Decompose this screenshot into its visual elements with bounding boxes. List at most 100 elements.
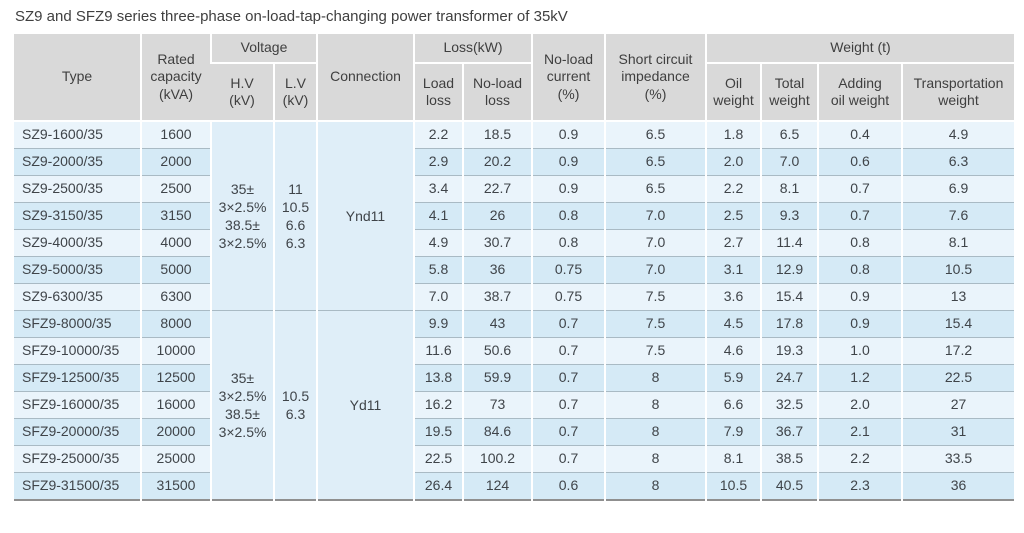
cell-rated-capacity: 1600: [140, 121, 211, 149]
cell-adding-oil-weight: 0.4: [817, 121, 902, 149]
cell-transportation-weight: 36: [901, 472, 1014, 501]
table-body: SZ9-1600/35 1600 35± 3×2.5% 38.5± 3×2.5% 11…: [14, 121, 1014, 501]
cell-oil-weight: 7.9: [705, 418, 761, 446]
cell-type: SFZ9-16000/35: [14, 391, 141, 419]
cell-short-circuit-impedance: 6.5: [604, 148, 706, 176]
cell-total-weight: 32.5: [760, 391, 818, 419]
cell-no-load-loss: 36: [462, 256, 532, 284]
cell-adding-oil-weight: 1.2: [817, 364, 902, 392]
column-header-hv: H.V (kV): [211, 63, 274, 122]
table-row: SFZ9-8000/35 8000 35± 3×2.5% 38.5± 3×2.5% 1…: [14, 310, 1014, 501]
cell-transportation-weight: 7.6: [901, 202, 1014, 230]
cell-oil-weight: 3.6: [705, 283, 761, 311]
cell-rated-capacity: 12500: [140, 364, 211, 392]
table-row: SZ9-4000/35 4000 4.9 30.7 0.8 7.0 2.7 11.4 0.8 8.…: [14, 229, 1014, 257]
cell-total-weight: 9.3: [760, 202, 818, 230]
cell-load-loss: 11.6: [413, 337, 463, 365]
cell-no-load-loss: 124: [462, 472, 532, 501]
cell-short-circuit-impedance: 7.5: [604, 283, 706, 311]
cell-total-weight: 12.9: [760, 256, 818, 284]
cell-total-weight: 38.5: [760, 445, 818, 473]
cell-rated-capacity: 2500: [140, 175, 211, 203]
cell-load-loss: 7.0: [413, 283, 463, 311]
cell-rated-capacity: 25000: [140, 445, 211, 473]
cell-rated-capacity: 8000: [140, 310, 211, 338]
cell-rated-capacity: 4000: [140, 229, 211, 257]
cell-short-circuit-impedance: 8: [604, 445, 706, 473]
cell-load-loss: 2.2: [413, 121, 463, 149]
cell-load-loss: 16.2: [413, 391, 463, 419]
cell-type: SZ9-2000/35: [14, 148, 141, 176]
cell-oil-weight: 8.1: [705, 445, 761, 473]
cell-type: SFZ9-20000/35: [14, 418, 141, 446]
cell-no-load-current: 0.8: [531, 229, 605, 257]
table-row: SZ9-2000/35 2000 2.9 20.2 0.9 6.5 2.0 7.0 0.6 6.3: [14, 148, 1014, 176]
cell-rated-capacity: 6300: [140, 283, 211, 311]
column-header-transportation-weight: Transportation weight: [901, 63, 1014, 122]
cell-short-circuit-impedance: 8: [604, 391, 706, 419]
cell-no-load-loss: 73: [462, 391, 532, 419]
table-row: SZ9-3150/35 3150 4.1 26 0.8 7.0 2.5 9.3 0.7 7.6: [14, 202, 1014, 230]
cell-transportation-weight: 8.1: [901, 229, 1014, 257]
cell-load-loss: 9.9: [413, 310, 463, 338]
cell-load-loss: 26.4: [413, 472, 463, 501]
column-header-load-loss: Load loss: [413, 63, 463, 122]
cell-no-load-current: 0.9: [531, 121, 605, 149]
cell-no-load-loss: 59.9: [462, 364, 532, 392]
column-header-no-load-current: No-load current (%): [531, 34, 605, 122]
cell-adding-oil-weight: 0.7: [817, 202, 902, 230]
table-row: SZ9-6300/35 6300 7.0 38.7 0.75 7.5 3.6 15.4 0.9 1…: [14, 283, 1014, 311]
cell-load-loss: 4.9: [413, 229, 463, 257]
page-title: SZ9 and SFZ9 series three-phase on-load-…: [15, 8, 568, 25]
cell-oil-weight: 2.2: [705, 175, 761, 203]
cell-short-circuit-impedance: 8: [604, 364, 706, 392]
cell-no-load-current: 0.7: [531, 337, 605, 365]
cell-no-load-current: 0.9: [531, 175, 605, 203]
column-header-rated-capacity: Rated capacity (kVA): [140, 34, 211, 122]
cell-short-circuit-impedance: 7.5: [604, 310, 706, 338]
header-row-columns: H.V (kV) L.V (kV) Load loss No-load loss…: [14, 63, 1014, 122]
cell-short-circuit-impedance: 7.0: [604, 229, 706, 257]
page: SZ9 and SFZ9 series three-phase on-load-…: [14, 8, 1014, 501]
cell-connection: Yd11: [316, 310, 414, 501]
cell-type: SZ9-6300/35: [14, 283, 141, 311]
cell-no-load-loss: 100.2: [462, 445, 532, 473]
cell-no-load-current: 0.9: [531, 148, 605, 176]
table-row: SFZ9-31500/35 31500 26.4 124 0.6 8 10.5 40.5 2.3…: [14, 472, 1014, 501]
header-row-groups: Type Rated capacity (kVA) Voltage Connec…: [14, 34, 1014, 122]
group-header-voltage: Voltage: [210, 34, 317, 64]
cell-short-circuit-impedance: 7.5: [604, 337, 706, 365]
cell-rated-capacity: 31500: [140, 472, 211, 501]
cell-no-load-current: 0.7: [531, 364, 605, 392]
column-header-no-load-loss: No-load loss: [462, 63, 532, 122]
cell-total-weight: 6.5: [760, 121, 818, 149]
cell-total-weight: 19.3: [760, 337, 818, 365]
cell-no-load-current: 0.7: [531, 445, 605, 473]
column-header-connection: Connection: [316, 34, 414, 122]
cell-rated-capacity: 20000: [140, 418, 211, 446]
cell-no-load-current: 0.8: [531, 202, 605, 230]
cell-type: SFZ9-10000/35: [14, 337, 141, 365]
cell-no-load-loss: 43: [462, 310, 532, 338]
cell-adding-oil-weight: 2.1: [817, 418, 902, 446]
cell-total-weight: 17.8: [760, 310, 818, 338]
cell-adding-oil-weight: 0.9: [817, 310, 902, 338]
table-row: SFZ9-25000/35 25000 22.5 100.2 0.7 8 8.1 38.5 2.…: [14, 445, 1014, 473]
cell-short-circuit-impedance: 7.0: [604, 202, 706, 230]
cell-no-load-loss: 20.2: [462, 148, 532, 176]
cell-type: SZ9-2500/35: [14, 175, 141, 203]
cell-no-load-loss: 26: [462, 202, 532, 230]
cell-oil-weight: 2.7: [705, 229, 761, 257]
table-row: SFZ9-20000/35 20000 19.5 84.6 0.7 8 7.9 36.7 2.1…: [14, 418, 1014, 446]
cell-hv-voltage: 35± 3×2.5% 38.5± 3×2.5%: [210, 310, 274, 501]
cell-transportation-weight: 6.9: [901, 175, 1014, 203]
cell-adding-oil-weight: 2.2: [817, 445, 902, 473]
cell-total-weight: 11.4: [760, 229, 818, 257]
cell-oil-weight: 4.6: [705, 337, 761, 365]
group-header-weight: Weight (t): [705, 34, 1014, 64]
cell-type: SZ9-1600/35: [14, 121, 141, 149]
cell-total-weight: 8.1: [760, 175, 818, 203]
cell-type: SZ9-3150/35: [14, 202, 141, 230]
table-row: SZ9-2500/35 2500 3.4 22.7 0.9 6.5 2.2 8.1 0.7 6.9: [14, 175, 1014, 203]
cell-lv-voltage: 11 10.5 6.6 6.3: [273, 121, 317, 311]
